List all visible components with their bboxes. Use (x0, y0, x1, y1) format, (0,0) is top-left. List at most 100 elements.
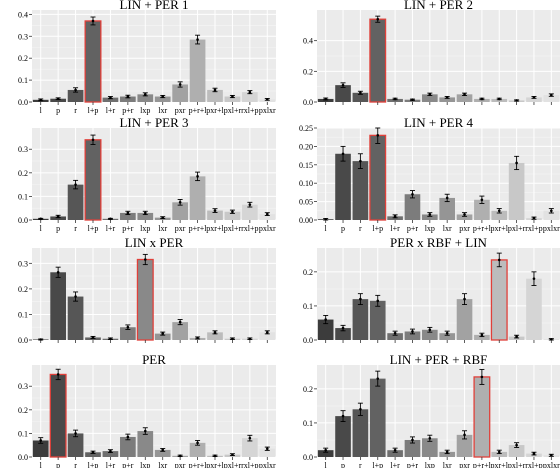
y-tick-label: 0.05 (299, 198, 313, 207)
bar (67, 296, 84, 340)
error-bar (55, 97, 61, 101)
y-tick-label: 0.4 (303, 37, 313, 46)
bar (387, 98, 403, 102)
error-bar (125, 324, 131, 330)
x-tick-label: l+r (106, 106, 116, 115)
plot-background (32, 10, 276, 102)
x-tick-label: p+r+l (189, 224, 208, 233)
x-tick-label: p+r (407, 224, 419, 233)
bar (474, 199, 490, 220)
x-tick-label: p+r (407, 461, 419, 468)
x-tick-label: rxl+p (525, 461, 542, 468)
y-tick-label: 0.3 (18, 32, 28, 41)
y-tick-label: 0.0 (303, 453, 313, 462)
x-tick-label: pxr+l (206, 461, 224, 468)
bar-highlighted (84, 20, 102, 103)
error-bar (548, 208, 554, 214)
error-bar (247, 337, 253, 341)
x-tick-label: p (341, 461, 345, 468)
y-tick-label: 0.3 (18, 145, 28, 154)
bar (120, 327, 136, 340)
error-bar (212, 87, 218, 93)
error-bar (55, 266, 61, 278)
bar (491, 451, 508, 457)
error-bar (514, 334, 520, 339)
x-tick-label: p (56, 106, 60, 115)
error-bar (264, 446, 270, 451)
error-bar (107, 337, 113, 341)
x-tick-label: p+r+l (189, 461, 208, 468)
x-tick-label: lxr (158, 224, 167, 233)
error-bar (142, 92, 148, 97)
error-bar (247, 434, 253, 442)
bar (439, 451, 455, 457)
error-bar (323, 315, 329, 325)
x-tick-label: l+r (390, 461, 400, 468)
error-bar (160, 216, 166, 220)
error-bar (212, 330, 218, 335)
error-bar (444, 96, 450, 99)
x-tick-label: pxlxr (259, 224, 276, 233)
bar (317, 98, 334, 102)
bar (543, 95, 560, 102)
error-bar (142, 210, 148, 216)
y-tick-label: 0.0 (18, 336, 28, 345)
bar (317, 319, 334, 340)
x-tick-label: pxlxr (543, 461, 560, 468)
bar (335, 85, 351, 102)
error-bar (264, 98, 270, 101)
error-bar (73, 291, 79, 302)
bar (474, 98, 490, 102)
y-tick-label: 0.1 (303, 302, 313, 311)
x-tick-label: r (359, 224, 362, 233)
x-tick-label: r (74, 224, 77, 233)
error-bar (409, 98, 415, 101)
y-tick-label: 0.2 (303, 268, 313, 277)
error-bar (229, 94, 235, 99)
y-tick-label: 0.1 (18, 310, 28, 319)
error-bar (177, 199, 183, 206)
error-bar (73, 429, 79, 438)
error-bar (125, 94, 131, 99)
bar (335, 328, 351, 340)
error-bar (496, 208, 502, 214)
x-tick-label: l+p (372, 224, 383, 233)
error-bar (409, 190, 415, 199)
chart-panel-3: 0.00.10.20.3l p r l+p l+r p+r lxp lxr pxr p+r+l px… (18, 115, 276, 233)
bar (422, 214, 438, 220)
error-bar (357, 402, 363, 416)
bar (352, 409, 369, 457)
x-tick-label: pxr (175, 106, 186, 115)
y-tick-label: 0.2 (303, 67, 313, 76)
bar (404, 331, 421, 340)
error-bar (531, 216, 537, 220)
error-bar (38, 217, 44, 221)
y-tick-label: 0.1 (18, 76, 28, 85)
bar (120, 212, 136, 220)
chart-title: PER (142, 352, 166, 367)
bar (154, 333, 171, 340)
y-tick-label: 0.2 (18, 54, 28, 63)
bar-highlighted (369, 134, 387, 221)
y-tick-label: 0.20 (299, 142, 313, 151)
error-bar (427, 92, 433, 97)
x-tick-label: pxl+r (224, 461, 242, 468)
bar (474, 334, 490, 340)
bar (137, 431, 154, 457)
x-tick-label: p+r (122, 461, 134, 468)
error-bar (479, 195, 485, 204)
y-tick-label: 0.10 (299, 179, 313, 188)
error-bar (264, 212, 270, 216)
y-tick-label: 0.0 (303, 336, 313, 345)
y-tick-label: 0.2 (18, 169, 28, 178)
bar (422, 94, 438, 102)
bar (154, 96, 171, 102)
error-bar (107, 217, 113, 221)
error-bar (90, 335, 96, 339)
x-tick-label: l+p (88, 461, 99, 468)
y-tick-label: 0.4 (18, 10, 28, 19)
x-tick-label: r (74, 106, 77, 115)
y-tick-label: 0.3 (18, 259, 28, 268)
bar (422, 438, 438, 457)
